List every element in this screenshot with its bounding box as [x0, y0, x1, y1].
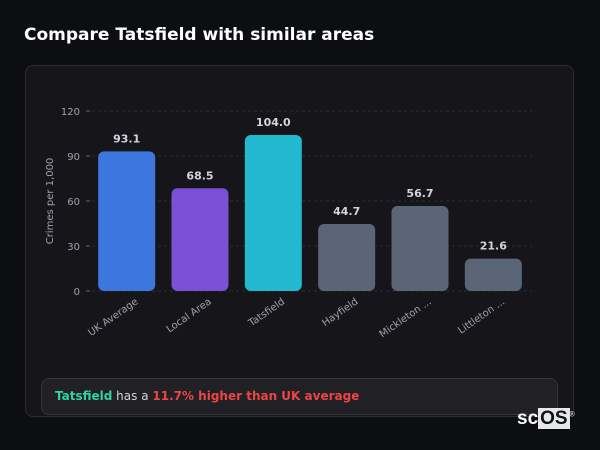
bar [464, 258, 522, 291]
bar [391, 205, 449, 291]
y-tick-label: 30 [67, 242, 80, 253]
bar [244, 135, 302, 291]
x-tick-label: Local Area [165, 296, 214, 335]
page-title: Compare Tatsfield with similar areas [24, 25, 375, 45]
data-label: 68.5 [186, 169, 213, 182]
data-label: 21.6 [480, 240, 507, 253]
bar [318, 223, 376, 291]
scos-logo: sc OS ® [517, 408, 575, 429]
area-name: Tatsfield [55, 389, 113, 403]
data-label: 56.7 [406, 187, 433, 200]
y-axis-label: Crimes per 1,000 [45, 158, 56, 245]
y-tick-label: 120 [61, 107, 80, 118]
x-tick-label: Littleton ... [456, 296, 507, 336]
x-tick-label: Tatsfield [246, 296, 287, 329]
bar [171, 188, 229, 291]
x-tick-label: Hayfield [320, 296, 360, 329]
y-tick-label: 90 [67, 152, 80, 163]
y-tick-label: 0 [74, 287, 80, 298]
y-tick-label: 60 [67, 197, 80, 208]
data-label: 104.0 [256, 116, 291, 129]
comparison-value: 11.7% higher than UK average [152, 389, 360, 403]
x-tick-label: UK Average [86, 296, 140, 338]
comparison-summary: Tatsfield has a 11.7% higher than UK ave… [41, 378, 558, 415]
data-label: 44.7 [333, 205, 360, 218]
bar [98, 151, 156, 291]
summary-text: has a [112, 389, 153, 403]
x-tick-label: Mickleton ... [378, 296, 434, 340]
data-label: 93.1 [113, 132, 140, 145]
